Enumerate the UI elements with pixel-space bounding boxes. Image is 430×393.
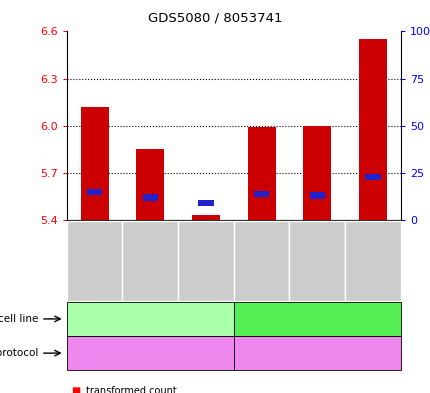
Text: GSM1199233: GSM1199233 bbox=[201, 231, 210, 292]
Bar bbox=[192, 215, 219, 220]
Bar bbox=[365, 174, 380, 180]
Bar bbox=[142, 194, 158, 200]
Bar bbox=[358, 39, 386, 220]
Bar bbox=[309, 193, 324, 199]
Text: de-differentiated expanded at
33C in RPMI-1640: de-differentiated expanded at 33C in RPM… bbox=[253, 343, 380, 363]
Text: GSM1199238: GSM1199238 bbox=[312, 231, 321, 292]
Bar bbox=[87, 189, 102, 195]
Text: GSM1199232: GSM1199232 bbox=[145, 231, 154, 291]
Text: GDS5080 / 8053741: GDS5080 / 8053741 bbox=[148, 12, 282, 25]
Bar bbox=[136, 149, 164, 220]
Text: amniotic-fluid derived
hAKPC-P: amniotic-fluid derived hAKPC-P bbox=[103, 309, 197, 329]
Bar bbox=[247, 127, 275, 220]
Text: cell line: cell line bbox=[0, 314, 39, 324]
Text: undifferentiated expanded in
Chang's media: undifferentiated expanded in Chang's med… bbox=[89, 343, 212, 363]
Text: transformed count: transformed count bbox=[86, 386, 177, 393]
Text: ■: ■ bbox=[71, 386, 80, 393]
Bar bbox=[198, 200, 213, 206]
Text: GSM1199239: GSM1199239 bbox=[368, 231, 377, 292]
Text: GSM1199231: GSM1199231 bbox=[90, 231, 99, 292]
Text: GSM1199237: GSM1199237 bbox=[257, 231, 266, 292]
Text: immortalized podocyte cell line
hIPod: immortalized podocyte cell line hIPod bbox=[249, 309, 384, 329]
Bar bbox=[253, 191, 269, 197]
Text: growth protocol: growth protocol bbox=[0, 348, 39, 358]
Bar bbox=[303, 126, 331, 220]
Bar bbox=[80, 107, 108, 220]
